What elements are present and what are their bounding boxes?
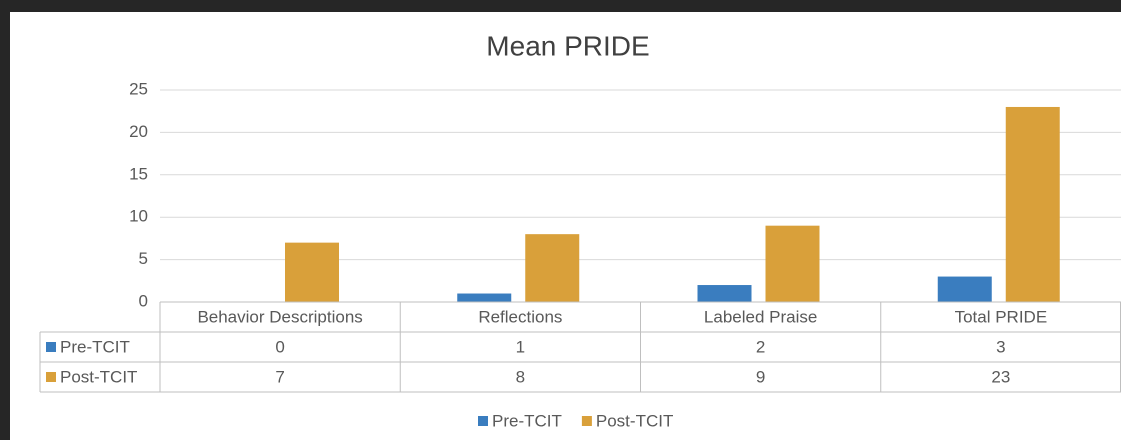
table-value: 23 <box>991 367 1010 386</box>
table-value: 7 <box>275 367 284 386</box>
legend-label: Post-TCIT <box>596 411 673 430</box>
table-row-label: Pre-TCIT <box>60 337 130 356</box>
legend-key <box>478 416 488 426</box>
bar <box>765 225 820 302</box>
table-value: 8 <box>516 367 525 386</box>
bar <box>697 285 752 302</box>
table-value: 9 <box>756 367 765 386</box>
bar <box>1005 106 1060 303</box>
table-legend-key <box>46 342 56 352</box>
y-tick-label: 5 <box>139 249 148 268</box>
chart-title: Mean PRIDE <box>486 30 649 61</box>
x-tick-label: Labeled Praise <box>704 307 817 326</box>
table-value: 2 <box>756 337 765 356</box>
table-value: 3 <box>996 337 1005 356</box>
table-value: 1 <box>516 337 525 356</box>
y-tick-label: 10 <box>129 207 148 226</box>
x-tick-label: Reflections <box>478 307 562 326</box>
legend-label: Pre-TCIT <box>492 411 562 430</box>
bar <box>525 234 580 302</box>
y-tick-label: 15 <box>129 164 148 183</box>
x-tick-label: Total PRIDE <box>955 307 1048 326</box>
y-tick-label: 0 <box>139 291 148 310</box>
bar <box>285 242 339 302</box>
table-value: 0 <box>275 337 284 356</box>
y-tick-label: 20 <box>129 122 148 141</box>
table-row-label: Post-TCIT <box>60 367 137 386</box>
y-tick-label: 25 <box>129 79 148 98</box>
x-tick-label: Behavior Descriptions <box>197 307 362 326</box>
bar <box>457 293 512 302</box>
table-legend-key <box>46 372 56 382</box>
chart-background <box>10 12 1121 440</box>
bar <box>937 276 992 302</box>
legend-key <box>581 416 592 426</box>
